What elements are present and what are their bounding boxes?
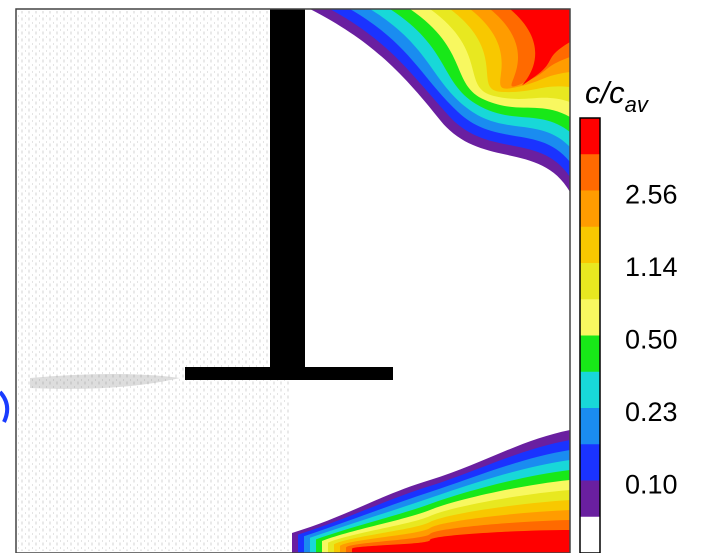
velocity-jet <box>30 374 180 389</box>
colorbar-swatch <box>580 118 600 155</box>
colorbar-swatch <box>580 444 600 481</box>
colorbar-swatch <box>580 226 600 264</box>
concentration-contours <box>292 9 570 553</box>
colorbar-border <box>579 117 601 553</box>
colorbar-tick-label: 1.14 <box>625 252 678 282</box>
colorbar-swatch <box>580 480 600 518</box>
colorbar-swatch <box>580 299 600 336</box>
shaft <box>270 9 305 377</box>
edge-mark <box>0 390 10 423</box>
colorbar: 2.56 1.14 0.50 0.23 0.10 <box>579 117 678 553</box>
colorbar-tick-label: 0.50 <box>625 325 678 355</box>
colorbar-tick-label: 0.23 <box>625 397 678 427</box>
colorbar-swatch <box>580 263 600 300</box>
colorbar-swatch <box>580 190 600 228</box>
colorbar-tick-label: 0.10 <box>625 470 678 500</box>
colorbar-swatch <box>580 408 600 445</box>
colorbar-label-main: c/c <box>585 75 625 110</box>
colorbar-label: c/cav <box>585 75 650 117</box>
domain-border <box>15 8 571 553</box>
colorbar-tick-label: 2.56 <box>625 180 678 210</box>
colorbar-swatch <box>580 371 600 409</box>
velocity-field <box>18 11 290 551</box>
colorbar-label-subscript: av <box>625 92 650 117</box>
colorbar-swatch <box>580 516 600 553</box>
impeller-blade <box>185 367 393 380</box>
colorbar-swatch <box>580 154 600 191</box>
bottom-contour-band <box>351 530 570 553</box>
top-contour-band <box>510 9 570 86</box>
colorbar-swatch <box>580 335 600 373</box>
